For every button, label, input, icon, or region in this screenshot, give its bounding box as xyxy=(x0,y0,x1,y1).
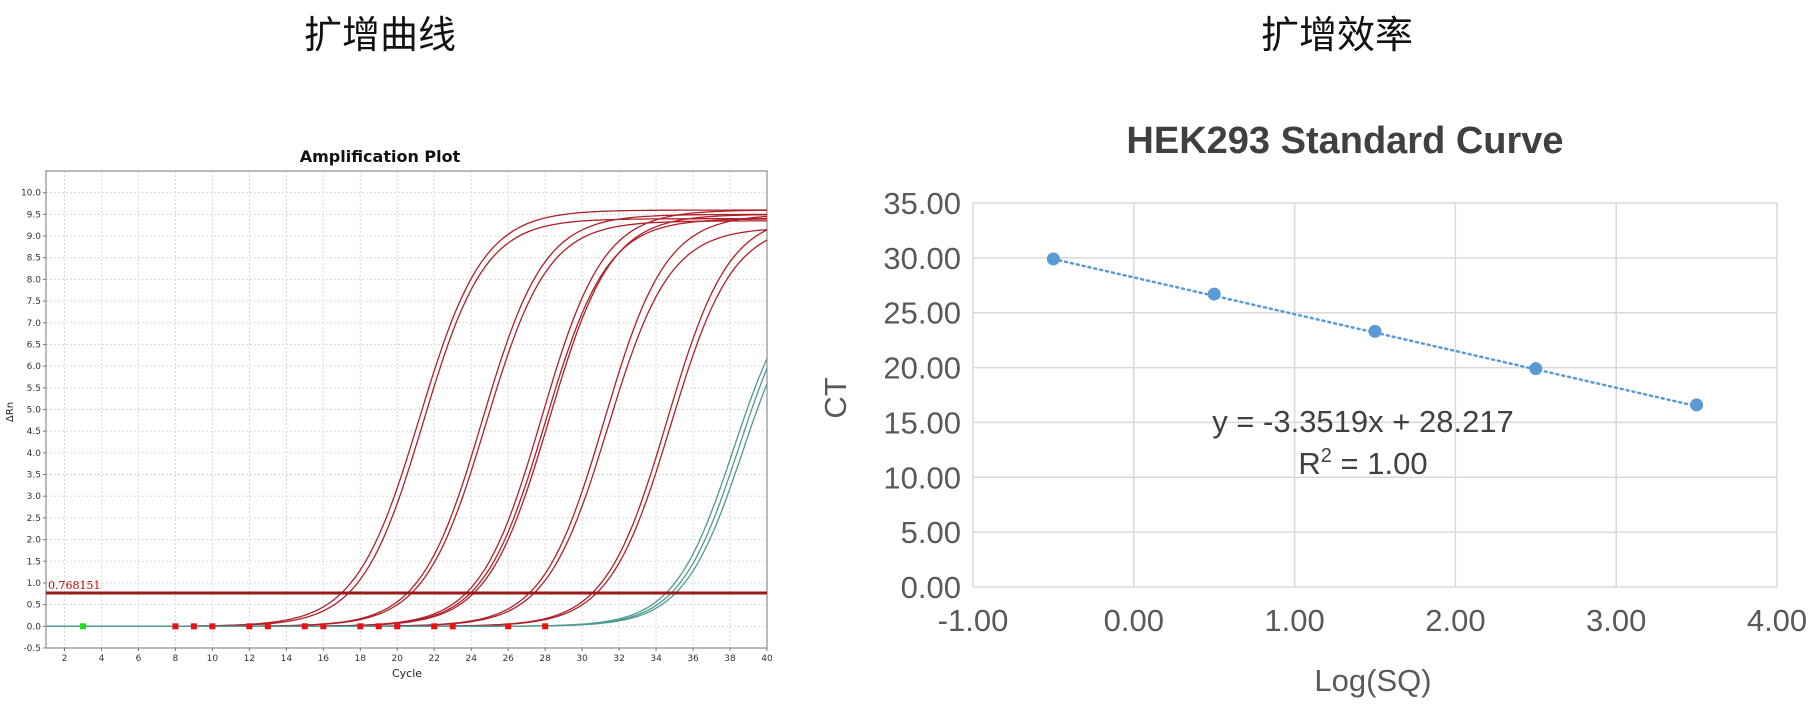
amp-x-axis: 2 4 6 8 10 12 14 16 18 20 22 24 26 28 30 32 34 36 38 40 xyxy=(62,648,773,664)
std-y-tick-label: 20.00 xyxy=(883,351,961,386)
amp-x-tick-label: 18 xyxy=(355,654,367,664)
ct-marker-red xyxy=(431,623,438,630)
ct-marker-green xyxy=(79,623,86,630)
std-x-axis: -1.00 0.00 1.00 2.00 3.00 4.00 xyxy=(938,603,1808,638)
ct-marker-red xyxy=(542,623,549,630)
std-y-tick-label: 5.00 xyxy=(901,515,961,550)
std-x-tick-label: 1.00 xyxy=(1264,603,1324,638)
std-grid xyxy=(972,202,1778,588)
amp-x-tick-label: 32 xyxy=(613,654,624,664)
threshold-label: 0.768151 xyxy=(48,579,101,592)
std-y-tick-label: 35.00 xyxy=(883,186,961,221)
std-x-tick-label: 3.00 xyxy=(1586,603,1646,638)
standard-curve-title: HEK293 Standard Curve xyxy=(1126,120,1563,162)
amp-x-tick-label: 34 xyxy=(650,654,662,664)
amp-x-tick-label: 22 xyxy=(429,654,440,664)
ct-marker-red xyxy=(172,623,179,630)
amp-x-tick-label: 16 xyxy=(318,654,330,664)
amp-y-tick-label: 0.0 xyxy=(27,622,42,632)
standard-curve-point xyxy=(1207,287,1221,301)
data-points xyxy=(1046,252,1704,412)
ct-marker-red xyxy=(190,623,197,630)
amp-x-tick-label: 28 xyxy=(539,654,551,664)
ct-marker-red xyxy=(209,623,216,630)
amplification-plot-title: Amplification Plot xyxy=(300,147,461,166)
standard-curve-point xyxy=(1529,362,1543,376)
ct-markers xyxy=(79,623,549,630)
amp-y-tick-label: 4.5 xyxy=(27,427,41,437)
amp-x-tick-label: 20 xyxy=(392,654,404,664)
std-x-tick-label: 4.00 xyxy=(1747,603,1807,638)
ct-marker-red xyxy=(301,623,308,630)
std-y-tick-label: 15.00 xyxy=(883,405,961,440)
ct-marker-red xyxy=(264,623,271,630)
amp-x-tick-label: 38 xyxy=(724,654,736,664)
amp-y-tick-label: 3.0 xyxy=(27,492,42,502)
std-y-tick-label: 25.00 xyxy=(883,296,961,331)
std-y-tick-label: 0.00 xyxy=(901,570,961,605)
amp-x-tick-label: 36 xyxy=(687,654,699,664)
amp-y-tick-label: 7.0 xyxy=(27,319,42,329)
amp-y-tick-label: 2.0 xyxy=(27,536,42,546)
amp-x-tick-label: 40 xyxy=(761,654,773,664)
amp-x-tick-label: 30 xyxy=(576,654,588,664)
amp-x-tick-label: 10 xyxy=(207,654,219,664)
ct-marker-red xyxy=(246,623,253,630)
amp-y-tick-label: 2.5 xyxy=(27,514,41,524)
standard-curve-point xyxy=(1368,324,1382,338)
ct-marker-red xyxy=(449,623,456,630)
amp-y-tick-label: 9.0 xyxy=(27,232,42,242)
amp-y-tick-label: 8.0 xyxy=(27,275,42,285)
std-x-tick-label: 0.00 xyxy=(1104,603,1164,638)
ct-marker-red xyxy=(320,623,327,630)
amp-y-tick-label: 10.0 xyxy=(21,189,41,199)
ct-marker-red xyxy=(375,623,382,630)
amp-grid xyxy=(46,171,768,649)
amp-y-tick-label: -0.5 xyxy=(23,644,41,654)
amp-y-tick-label: 5.5 xyxy=(27,384,41,394)
amp-x-tick-label: 2 xyxy=(62,654,68,664)
amp-x-axis-label: Cycle xyxy=(392,667,422,680)
amplification-curve xyxy=(46,383,768,627)
amp-x-tick-label: 8 xyxy=(173,654,179,664)
amp-y-axis-label: ΔRn xyxy=(5,402,16,422)
amp-x-tick-label: 26 xyxy=(502,654,514,664)
amp-x-tick-label: 14 xyxy=(281,654,293,664)
amp-y-axis: -0.5 0.0 0.5 1.0 1.5 2.0 2.5 3.0 3.5 4.0 4.5 5.0 5.5… xyxy=(21,189,46,654)
amp-y-tick-label: 0.5 xyxy=(27,601,41,611)
ct-marker-red xyxy=(505,623,512,630)
amp-x-tick-label: 24 xyxy=(465,654,477,664)
amp-y-tick-label: 9.5 xyxy=(27,210,41,220)
amp-y-tick-label: 1.5 xyxy=(27,557,41,567)
amplification-curve-heading: 扩增曲线 xyxy=(303,13,457,57)
amp-y-tick-label: 3.5 xyxy=(27,471,41,481)
amp-y-tick-label: 1.0 xyxy=(27,579,42,589)
std-x-tick-label: -1.00 xyxy=(938,603,1009,638)
amp-y-tick-label: 7.5 xyxy=(27,297,41,307)
amp-y-tick-label: 6.5 xyxy=(27,340,41,350)
std-y-tick-label: 10.00 xyxy=(883,460,961,495)
r-squared-label: R2 = 1.00 xyxy=(1298,445,1427,481)
amp-x-tick-label: 6 xyxy=(136,654,142,664)
standard-curve-point xyxy=(1046,252,1060,266)
amp-y-tick-label: 4.0 xyxy=(27,449,42,459)
trendline-equation: y = -3.3519x + 28.217 xyxy=(1212,404,1514,439)
amplification-efficiency-heading: 扩增效率 xyxy=(1260,13,1414,57)
amp-y-tick-label: 5.0 xyxy=(27,406,42,416)
amp-x-tick-label: 12 xyxy=(244,654,255,664)
ct-marker-red xyxy=(357,623,364,630)
std-y-axis-label: CT xyxy=(818,377,853,418)
std-x-axis-label: Log(SQ) xyxy=(1314,663,1431,698)
std-y-tick-label: 30.00 xyxy=(883,241,961,276)
standard-curve-point xyxy=(1690,398,1704,412)
ct-marker-red xyxy=(394,623,401,630)
std-y-axis: 0.00 5.00 10.00 15.00 20.00 25.00 30.00 35.00 xyxy=(883,186,961,605)
amp-x-tick-label: 4 xyxy=(99,654,105,664)
std-x-tick-label: 2.00 xyxy=(1425,603,1485,638)
amp-y-tick-label: 6.0 xyxy=(27,362,42,372)
amp-y-tick-label: 8.5 xyxy=(27,254,41,264)
